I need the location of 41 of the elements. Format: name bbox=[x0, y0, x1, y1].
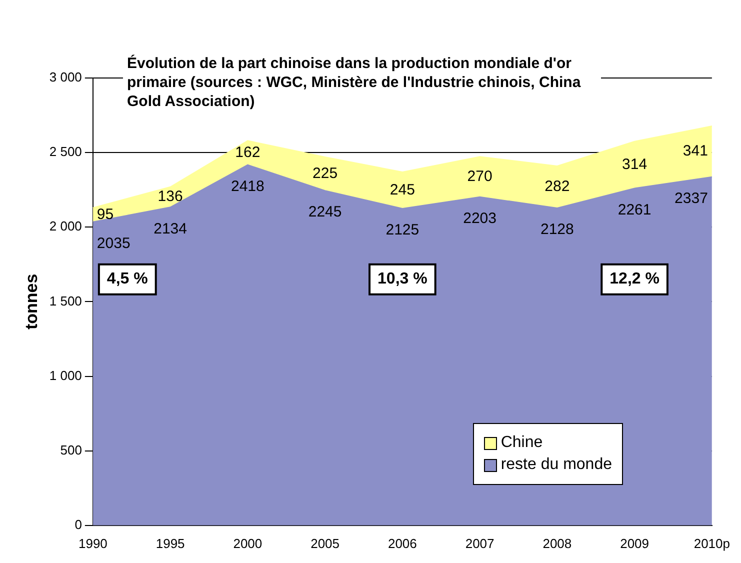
x-tick-label: 2008 bbox=[542, 536, 572, 551]
y-tick-label: 500 bbox=[60, 442, 82, 458]
data-label: 162 bbox=[235, 144, 260, 161]
data-label: 95 bbox=[96, 206, 114, 223]
y-tick-label: 0 bbox=[74, 516, 82, 532]
legend-label: Chine bbox=[500, 434, 543, 452]
data-label: 245 bbox=[390, 181, 415, 198]
y-tick-label: 1 500 bbox=[49, 293, 82, 308]
data-label: 2134 bbox=[154, 220, 187, 238]
data-label: 2245 bbox=[308, 204, 342, 221]
x-tick-label: 1995 bbox=[156, 536, 185, 551]
data-label: 2418 bbox=[230, 178, 264, 195]
y-tick-label: 2 500 bbox=[49, 144, 82, 160]
x-tick-label: 2010p bbox=[694, 536, 730, 551]
chart-title: Évolution de la part chinoise dans la production mondiale d'or primaire (sources : WGC, Ministère de l'Industrie chinois, China Gold Association) bbox=[123, 54, 601, 111]
y-tick-label: 3 000 bbox=[49, 70, 82, 85]
y-tick-label: 2 000 bbox=[49, 218, 82, 234]
data-label: 341 bbox=[682, 142, 708, 160]
data-label: 225 bbox=[312, 164, 338, 182]
x-tick-label: 2009 bbox=[620, 536, 650, 551]
y-axis-title: tonnes bbox=[22, 274, 41, 330]
x-tick-label: 1990 bbox=[78, 536, 108, 551]
data-label: 2261 bbox=[618, 201, 652, 218]
data-label: 2203 bbox=[463, 210, 496, 227]
data-label: 282 bbox=[544, 178, 570, 196]
x-tick-label: 2006 bbox=[388, 536, 417, 551]
x-tick-label: 2007 bbox=[465, 536, 494, 551]
data-label: 2035 bbox=[96, 235, 130, 252]
annotation: 4,5 % bbox=[106, 270, 148, 288]
annotation: 12,2 % bbox=[610, 270, 660, 288]
data-label: 2128 bbox=[540, 221, 574, 238]
data-label: 2125 bbox=[386, 222, 420, 239]
y-tick-label: 1 000 bbox=[49, 368, 82, 383]
data-label: 2337 bbox=[674, 190, 708, 208]
data-label: 270 bbox=[467, 168, 492, 185]
x-tick-label: 2005 bbox=[310, 536, 340, 551]
series-label: reste du monde bbox=[500, 456, 612, 474]
x-tick-label: 2000 bbox=[233, 536, 262, 551]
data-label: 314 bbox=[622, 156, 648, 173]
annotation: 10,3 % bbox=[378, 270, 428, 288]
data-label: 136 bbox=[158, 188, 183, 206]
